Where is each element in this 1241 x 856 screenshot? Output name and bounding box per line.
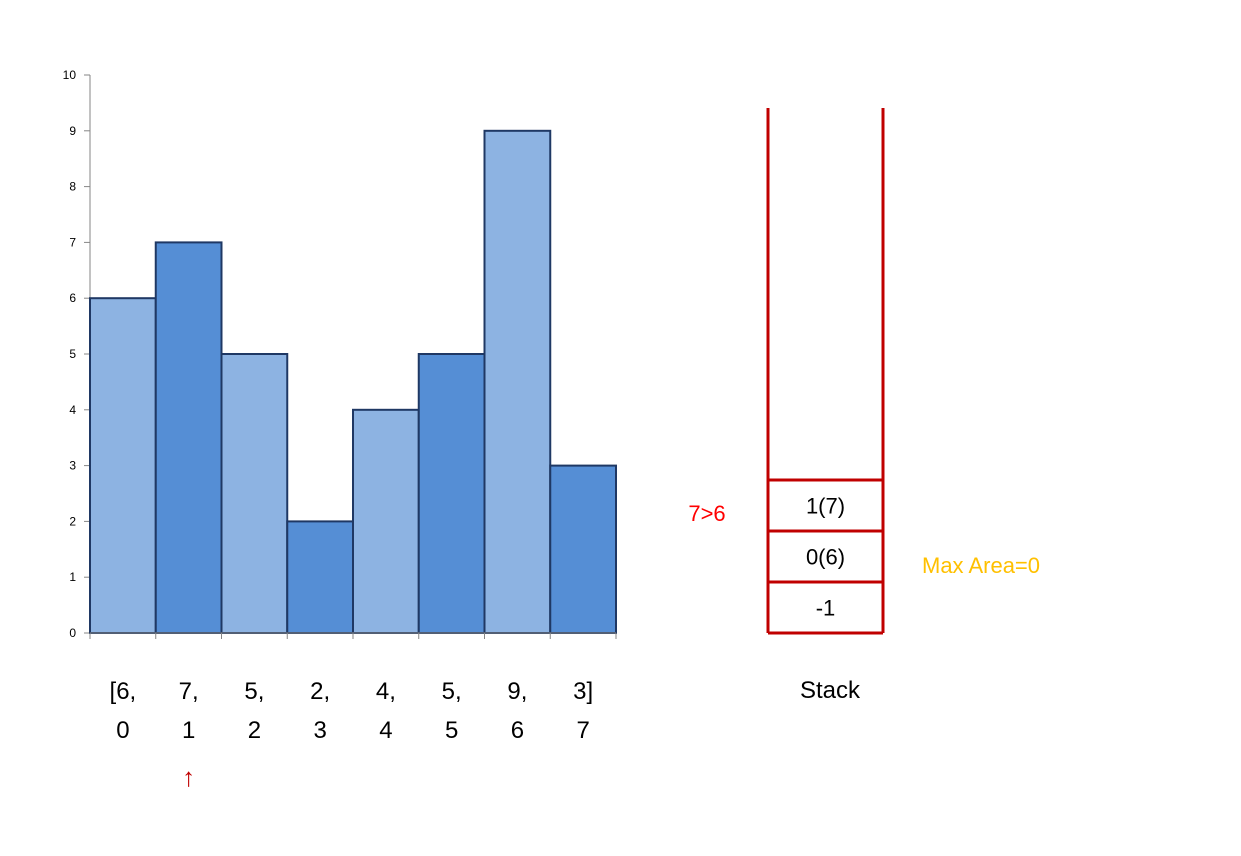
array-index-label: 0 [116, 717, 129, 744]
array-index-label: 3 [313, 717, 326, 744]
y-tick-label: 8 [69, 180, 76, 194]
bars-group [89, 129, 617, 635]
y-tick-label: 3 [69, 459, 76, 473]
comparison-label: 7>6 [688, 501, 725, 526]
array-index-label: 4 [379, 717, 392, 744]
y-tick-label: 2 [69, 514, 76, 528]
y-tick-label: 7 [69, 235, 76, 249]
histogram-chart: 0 1 2 3 4 5 6 7 8 9 10 [6, 7, 5, 2, 4, 5, 9, 3] 0 1 2 3 4 5 6 7 [63, 68, 617, 744]
stack-container: 1(7) 0(6) -1 [766, 108, 885, 635]
array-value-label: 2, [310, 678, 330, 705]
array-value-label: 5, [244, 678, 264, 705]
array-index-label: 1 [182, 717, 195, 744]
array-value-label: [6, [110, 678, 137, 705]
array-index-label: 7 [576, 717, 589, 744]
current-index-arrow-icon: ↑ [182, 762, 195, 792]
max-area-label: Max Area=0 [922, 553, 1040, 578]
array-value-label: 3] [573, 678, 593, 705]
array-index-label: 5 [445, 717, 458, 744]
y-tick-label: 10 [63, 68, 77, 82]
array-index-label: 6 [511, 717, 524, 744]
array-index-labels: 0 1 2 3 4 5 6 7 [116, 717, 590, 744]
bar-5 [417, 353, 486, 634]
stack-item: -1 [816, 596, 836, 621]
bar-3 [286, 520, 354, 635]
array-value-label: 9, [507, 678, 527, 705]
stack-item: 1(7) [806, 494, 845, 519]
stack-item: 0(6) [806, 545, 845, 570]
y-tick-label: 1 [69, 570, 76, 584]
y-tick-label: 0 [69, 626, 76, 640]
bar-7 [549, 464, 617, 634]
y-tick-label: 4 [69, 403, 76, 417]
y-tick-label: 5 [69, 347, 76, 361]
stack-label: Stack [800, 677, 861, 704]
y-axis: 0 1 2 3 4 5 6 7 8 9 10 [63, 68, 91, 640]
bar-0 [89, 297, 157, 634]
array-value-labels: [6, 7, 5, 2, 4, 5, 9, 3] [110, 678, 594, 705]
y-tick-label: 9 [69, 124, 76, 138]
array-value-label: 7, [179, 678, 199, 705]
bar-2 [220, 353, 289, 634]
array-value-label: 5, [442, 678, 462, 705]
array-value-label: 4, [376, 678, 396, 705]
x-axis [89, 632, 617, 639]
y-tick-label: 6 [69, 291, 76, 305]
bar-4 [352, 408, 420, 634]
bar-1 [154, 241, 223, 634]
bar-6 [483, 129, 552, 635]
array-index-label: 2 [248, 717, 261, 744]
